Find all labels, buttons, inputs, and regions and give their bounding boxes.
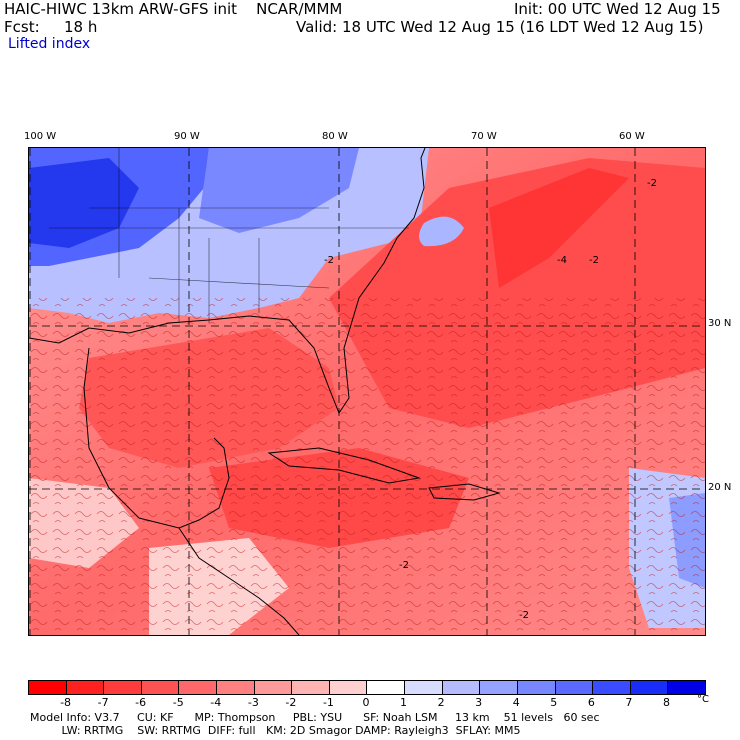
colorbar-swatch <box>65 681 104 694</box>
contour-label: -2 <box>589 255 599 266</box>
cool-blob-offshore <box>419 216 464 247</box>
lat-label-20n: 20 N <box>708 482 732 493</box>
cold-core-deep <box>29 158 139 248</box>
colorbar-unit: °C <box>697 694 709 705</box>
colorbar-tick-label: -2 <box>285 696 297 709</box>
colorbar-swatch <box>441 681 480 694</box>
field-name: Lifted index <box>8 36 91 52</box>
colorbar-tick-label: 4 <box>512 696 520 709</box>
colorbar-tick-label: 3 <box>475 696 483 709</box>
contour-label: -2 <box>519 610 529 621</box>
colorbar-swatch <box>178 681 217 694</box>
forecast-label: Fcst: <box>4 18 40 36</box>
colorbar-swatch <box>479 681 517 694</box>
colorbar-tick-label: -1 <box>322 696 334 709</box>
colorbar-tick-label: -7 <box>97 696 109 709</box>
colorbar-swatch <box>404 681 442 694</box>
warm-band <box>489 168 629 288</box>
lon-label-60w: 60 W <box>619 131 645 142</box>
colorbar-tick-label: 8 <box>662 696 670 709</box>
colorbar-tick-label: 7 <box>625 696 633 709</box>
lon-label-90w: 90 W <box>174 131 200 142</box>
cuba-outline <box>267 447 421 484</box>
contour-label: -4 <box>557 255 567 266</box>
colorbar-swatch <box>216 681 254 694</box>
colorbar <box>28 680 706 695</box>
colorbar-swatch <box>667 681 705 694</box>
lifted-index-map: -2 -4 -2 -2 -2 -2 <box>28 147 706 636</box>
lon-label-70w: 70 W <box>471 131 497 142</box>
colorbar-swatch <box>366 681 405 694</box>
colorbar-swatch <box>29 681 66 694</box>
colorbar-tick-label: 2 <box>437 696 445 709</box>
us-coastline <box>29 148 426 415</box>
colorbar-swatch <box>140 681 179 694</box>
model-title: HAIC-HIWC 13km ARW-GFS init NCAR/MMM <box>4 0 343 18</box>
colorbar-swatch <box>328 681 367 694</box>
colorbar-swatch <box>103 681 141 694</box>
lon-label-100w: 100 W <box>24 131 57 142</box>
model-info-line1: Model Info: V3.7 CU: KF MP: Thompson PBL… <box>30 711 600 724</box>
colorbar-swatch <box>592 681 630 694</box>
colorbar-tick-label: -8 <box>60 696 72 709</box>
lat-label-30n: 30 N <box>708 318 732 329</box>
colorbar-tick-label: 0 <box>362 696 370 709</box>
init-time: Init: 00 UTC Wed 12 Aug 15 <box>514 0 721 18</box>
model-info-line2: LW: RRTMG SW: RRTMG DIFF: full KM: 2D Sm… <box>30 724 521 737</box>
colorbar-tick-label: -5 <box>172 696 184 709</box>
contour-label: -2 <box>399 560 409 571</box>
colorbar-swatch <box>629 681 668 694</box>
colorbar-tick-label: -6 <box>135 696 147 709</box>
contour-texture <box>29 298 705 635</box>
central-america-outline <box>178 527 300 635</box>
colorbar-tick-label: -4 <box>210 696 222 709</box>
forecast-hour: 18 h <box>64 18 98 36</box>
contour-label: -2 <box>647 178 657 189</box>
contour-label: -2 <box>324 255 334 266</box>
hispaniola-outline <box>428 483 501 501</box>
colorbar-tick-label: 1 <box>400 696 408 709</box>
valid-time: Valid: 18 UTC Wed 12 Aug 15 (16 LDT Wed … <box>296 18 704 36</box>
lat-lon-grid <box>29 148 705 635</box>
state-borders <box>49 148 409 323</box>
colorbar-swatch <box>516 681 555 694</box>
colorbar-swatch <box>291 681 329 694</box>
colorbar-tick-label: -3 <box>247 696 259 709</box>
lon-label-80w: 80 W <box>322 131 348 142</box>
colorbar-swatch <box>554 681 593 694</box>
colorbar-swatch <box>253 681 292 694</box>
cold-core-east <box>199 148 359 233</box>
colorbar-tick-label: 6 <box>587 696 595 709</box>
colorbar-tick-label: 5 <box>550 696 558 709</box>
